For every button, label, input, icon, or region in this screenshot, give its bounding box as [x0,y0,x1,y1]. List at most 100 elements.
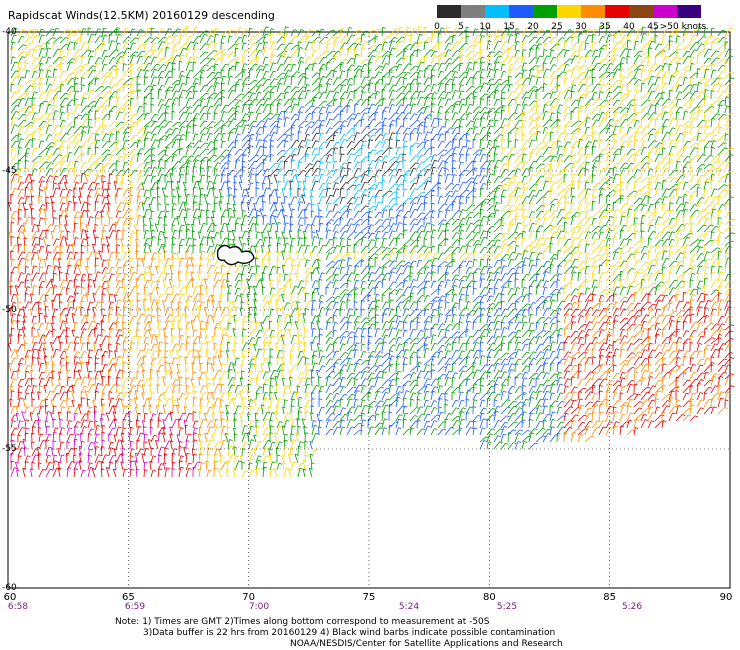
wind-barb-icon [486,168,488,177]
wind-barb-icon [59,37,66,44]
wind-barb-flag [434,29,438,31]
wind-barb-icon [584,50,590,58]
wind-barb-icon [150,42,154,51]
wind-barb-flag [724,41,729,43]
wind-barb-flag [687,55,691,58]
wind-barb-flag [300,61,304,63]
wind-barb-flag [654,63,658,66]
wind-barb-flag [579,32,583,35]
wind-barb-icon [591,62,599,72]
wind-barb-icon [591,55,597,65]
wind-barb-icon [31,49,35,58]
wind-barb-icon [248,57,256,65]
wind-barb-flag [107,71,111,74]
wind-barb-icon [73,29,80,37]
wind-barb-icon [52,68,55,79]
wind-barb-icon [38,34,42,44]
wind-barb-flag [401,57,405,60]
wind-barb-flag [382,27,386,29]
wind-barb-flag [245,49,249,52]
wind-barb-icon [206,41,212,51]
wind-barb-icon [276,43,283,51]
wind-barb-flag [691,62,695,65]
wind-barb-icon [640,33,644,44]
wind-barb-icon [24,36,30,44]
wind-barb-icon [486,40,489,51]
wind-barb-flag [142,63,146,65]
wind-barb-flag [351,57,355,60]
wind-barb-flag [181,34,185,37]
wind-barb-icon [437,62,443,72]
wind-barb-flag [205,30,210,33]
wind-barb-flag [534,36,538,39]
wind-barb-flag [392,47,396,50]
wind-barb-flag [697,54,701,56]
wind-barb-flag [313,62,318,65]
wind-barb-flag [628,33,633,35]
wind-barb-icon [388,28,396,37]
wind-barb-icon [612,41,619,51]
wind-barb-flag [355,53,360,56]
wind-barb-flag [434,55,438,57]
wind-barb-icon [178,43,186,51]
wind-barb-flag [40,62,44,65]
wind-barb-icon [689,35,695,44]
wind-barb-flag [194,26,199,29]
wind-barb-flag [603,58,608,61]
wind-barb-flag [327,42,332,45]
wind-barb-icon [598,48,602,58]
wind-barb-icon [122,70,127,79]
wind-barb-flag [566,63,570,66]
wind-barb-flag [448,62,452,65]
wind-barb-icon [150,69,155,79]
wind-barb-flag [662,48,666,51]
wind-barb-flag [553,56,557,59]
wind-barb-flag [233,58,237,61]
wind-barb-icon [381,51,388,58]
wind-barb-flag [229,35,233,38]
wind-barb-flag [285,48,289,50]
wind-barb-flag [419,33,423,36]
wind-barb-icon [10,70,16,79]
wind-barb-icon [605,40,609,51]
wind-barb-flag [731,147,735,150]
wind-barb-flag [516,32,520,35]
wind-barb-flag [140,69,144,71]
wind-barb-icon [31,63,39,72]
wind-barb-icon [108,57,114,65]
wind-barb-icon [353,37,360,44]
wind-barb-icon [395,40,400,51]
wind-barb-icon [717,37,724,44]
wind-barb-icon [367,96,369,107]
wind-barb-icon [80,42,85,51]
wind-barb-icon [605,34,610,44]
wind-barb-icon [507,34,511,44]
wind-barb-flag [704,27,709,30]
wind-barb-flag [597,62,601,65]
wind-barb-icon [87,55,91,65]
wind-barb-flag [21,35,25,38]
wind-barb-flag [79,69,83,72]
wind-barb-flag [387,51,391,53]
wind-barb-flag [415,42,419,45]
wind-barb-flag [669,35,673,38]
wind-barb-icon [388,54,390,65]
wind-barb-flag [510,63,515,66]
wind-barb-icon [416,26,420,37]
wind-barb-icon [73,65,81,72]
wind-barb-flag [615,54,619,57]
wind-barb-flag [212,29,216,32]
wind-barb-flag [502,63,506,66]
wind-barb-icon [647,28,651,37]
wind-barb-icon [507,56,514,65]
wind-barb-flag [715,50,720,53]
wind-barb-icon [31,57,37,65]
wind-barb-flag [54,68,58,71]
wind-barb-icon [563,29,570,37]
wind-barb-icon [633,40,637,51]
wind-barb-flag [606,26,610,28]
wind-barb-flag [52,37,56,39]
wind-barb-icon [500,28,508,37]
wind-barb-icon [612,63,620,72]
wind-barb-flag [127,36,131,39]
